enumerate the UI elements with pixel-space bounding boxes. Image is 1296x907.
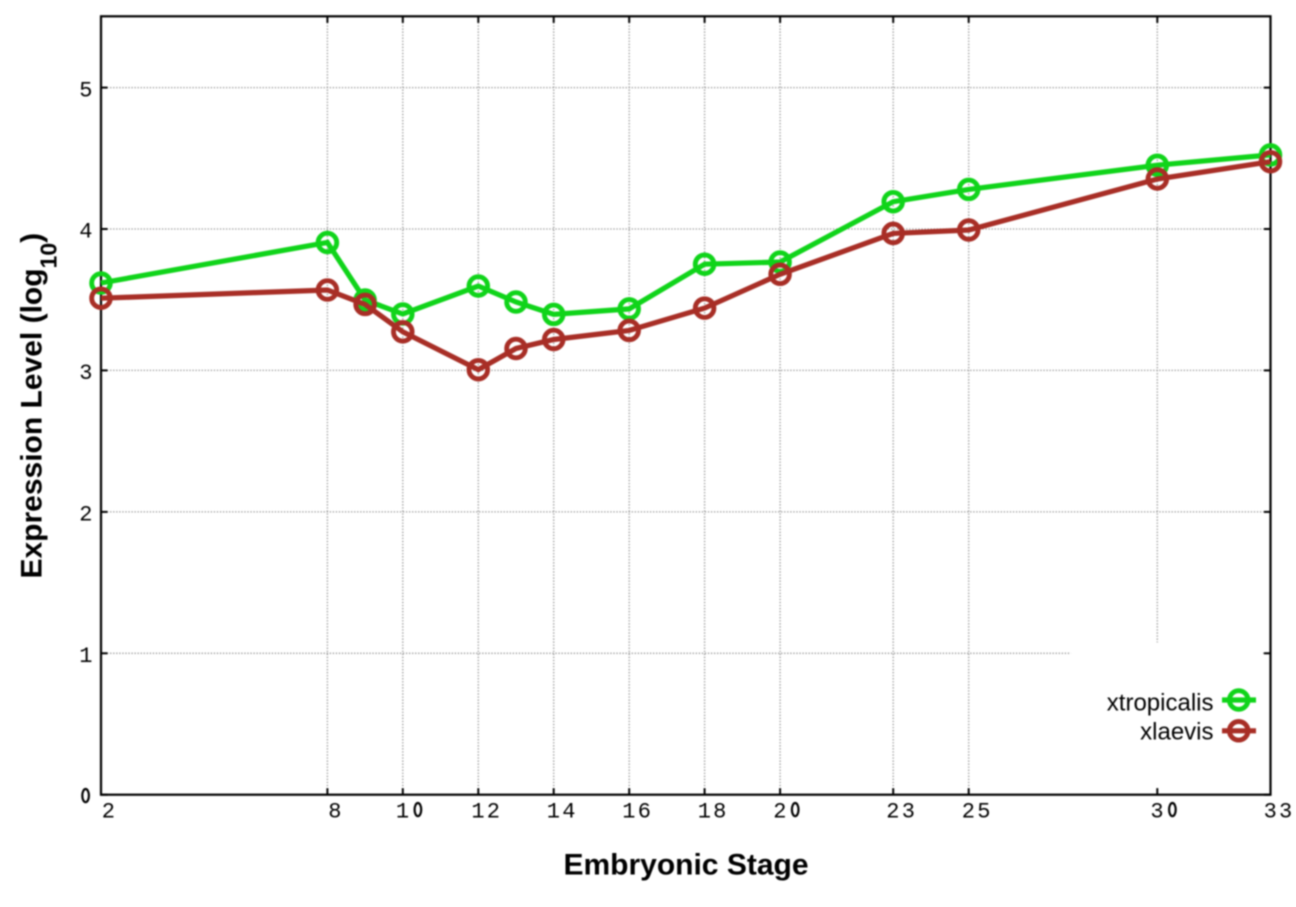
svg-text:1: 1 <box>79 644 92 669</box>
svg-text:3: 3 <box>902 800 915 825</box>
svg-text:5: 5 <box>79 78 92 103</box>
svg-text:6: 6 <box>638 800 651 825</box>
svg-text:2: 2 <box>487 800 500 825</box>
svg-text:3: 3 <box>1264 800 1277 825</box>
svg-text:1: 1 <box>698 800 711 825</box>
svg-text:Embryonic Stage: Embryonic Stage <box>563 849 808 882</box>
svg-text:3: 3 <box>1279 800 1292 825</box>
svg-text:2: 2 <box>773 800 786 825</box>
svg-text:3: 3 <box>1150 800 1163 825</box>
svg-text:4: 4 <box>79 220 92 245</box>
svg-text:4: 4 <box>562 800 575 825</box>
svg-text:8: 8 <box>713 800 726 825</box>
svg-text:1: 1 <box>547 800 560 825</box>
svg-text:2: 2 <box>962 800 975 825</box>
svg-text:5: 5 <box>977 800 990 825</box>
svg-text:3: 3 <box>79 361 92 386</box>
svg-text:1: 1 <box>396 800 409 825</box>
svg-text:xtropicalis: xtropicalis <box>1107 689 1214 716</box>
svg-text:2: 2 <box>79 503 92 528</box>
svg-text:2: 2 <box>102 800 115 825</box>
svg-text:1: 1 <box>622 800 635 825</box>
svg-text:1: 1 <box>471 800 484 825</box>
svg-text:2: 2 <box>886 800 899 825</box>
svg-text:8: 8 <box>328 800 341 825</box>
svg-text:xlaevis: xlaevis <box>1140 719 1213 746</box>
